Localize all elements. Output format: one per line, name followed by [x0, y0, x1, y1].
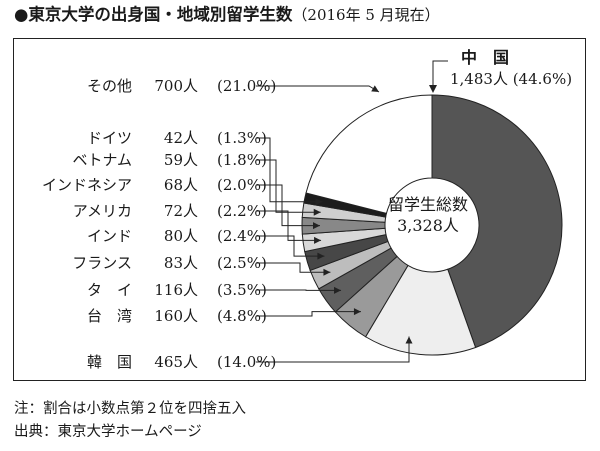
leader-8 — [256, 159, 321, 213]
chart-title-date: （2016年 5 月現在） — [292, 6, 440, 24]
leader-arrow-8 — [313, 208, 321, 216]
leader-arrow-4 — [323, 268, 331, 276]
donut-center-label: 留学生総数 3,328人 — [388, 195, 468, 235]
slice-label-6: アメリカ — [73, 202, 132, 220]
slice-count-9: 42人 — [164, 129, 198, 147]
leader-arrow-6 — [314, 236, 322, 244]
slice-pct-3: (3.5%) — [217, 281, 267, 299]
slice-count-5: 80人 — [164, 227, 198, 245]
slice-count-1: 465人 — [154, 353, 198, 371]
leader-9 — [256, 137, 323, 203]
leader-arrow-3 — [334, 286, 342, 294]
leader-0 — [432, 60, 448, 87]
slice-1 — [364, 264, 477, 356]
slice-label-4: フランス — [72, 254, 132, 272]
center-label-title: 留学生総数 — [388, 195, 468, 214]
footnote: 注：割合は小数点第２位を四捨五入 — [14, 401, 246, 417]
leader-1 — [256, 336, 410, 363]
leader-5 — [256, 235, 325, 257]
slice-0 — [431, 94, 563, 349]
leader-arrow-10 — [371, 85, 379, 92]
slice-count-10: 700人 — [154, 77, 198, 95]
slice-pct-8: (1.8%) — [217, 151, 267, 169]
slice-label-2: 台 湾 — [87, 307, 132, 325]
slice-value-0: 1,483人 (44.6%) — [450, 70, 572, 88]
leader-4 — [256, 262, 331, 273]
slice-label-10: その他 — [87, 77, 132, 95]
slice-count-2: 160人 — [154, 307, 198, 325]
leader-2 — [256, 311, 361, 317]
slice-pct-4: (2.5%) — [217, 254, 267, 272]
center-label-total: 3,328人 — [397, 216, 459, 235]
slice-label-8: ベトナム — [72, 151, 132, 169]
slice-count-3: 116人 — [154, 281, 198, 299]
leader-arrow-5 — [317, 252, 325, 260]
slice-pct-5: (2.4%) — [217, 227, 267, 245]
leader-lines — [256, 60, 448, 363]
slice-label-3: タ イ — [87, 281, 132, 299]
leader-arrow-0 — [429, 85, 437, 93]
slice-label-1: 韓 国 — [87, 353, 132, 371]
slice-count-6: 72人 — [164, 202, 198, 220]
donut-slices — [301, 94, 563, 356]
chart-title-main: ●東京大学の出身国・地域別留学生数 — [14, 5, 293, 24]
slice-pct-1: (14.0%) — [217, 353, 276, 371]
slice-10 — [305, 94, 433, 215]
chart-title: ●東京大学の出身国・地域別留学生数（2016年 5 月現在） — [14, 4, 440, 26]
donut-chart: 中 国 1,483人 (44.6%) 韓 国 465人 (14.0%) 台 湾 160人 (4… — [42, 48, 572, 371]
leader-7 — [256, 184, 321, 227]
leader-arrow-9 — [315, 198, 323, 206]
slice-pct-7: (2.0%) — [217, 176, 267, 194]
slice-label-5: インド — [87, 227, 132, 245]
leader-arrow-1 — [405, 336, 413, 344]
chart-frame: 中 国 1,483人 (44.6%) 韓 国 465人 (14.0%) 台 湾 160人 (4… — [13, 38, 586, 381]
slice-count-7: 68人 — [164, 176, 198, 194]
slice-label-9: ドイツ — [87, 129, 132, 147]
slice-count-4: 83人 — [164, 254, 198, 272]
slice-label-0: 中 国 — [461, 48, 509, 67]
leader-arrow-7 — [313, 222, 321, 230]
slice-pct-2: (4.8%) — [217, 307, 267, 325]
leader-arrow-2 — [353, 308, 361, 316]
slice-pct-6: (2.2%) — [217, 202, 267, 220]
slice-label-7: インドネシア — [42, 176, 132, 194]
slice-pct-10: (21.0%) — [217, 77, 276, 95]
slice-labels: 中 国 1,483人 (44.6%) 韓 国 465人 (14.0%) 台 湾 160人 (4… — [42, 48, 572, 371]
slice-count-8: 59人 — [164, 151, 198, 169]
slice-pct-9: (1.3%) — [217, 129, 267, 147]
source-note: 出典：東京大学ホームページ — [14, 424, 202, 440]
